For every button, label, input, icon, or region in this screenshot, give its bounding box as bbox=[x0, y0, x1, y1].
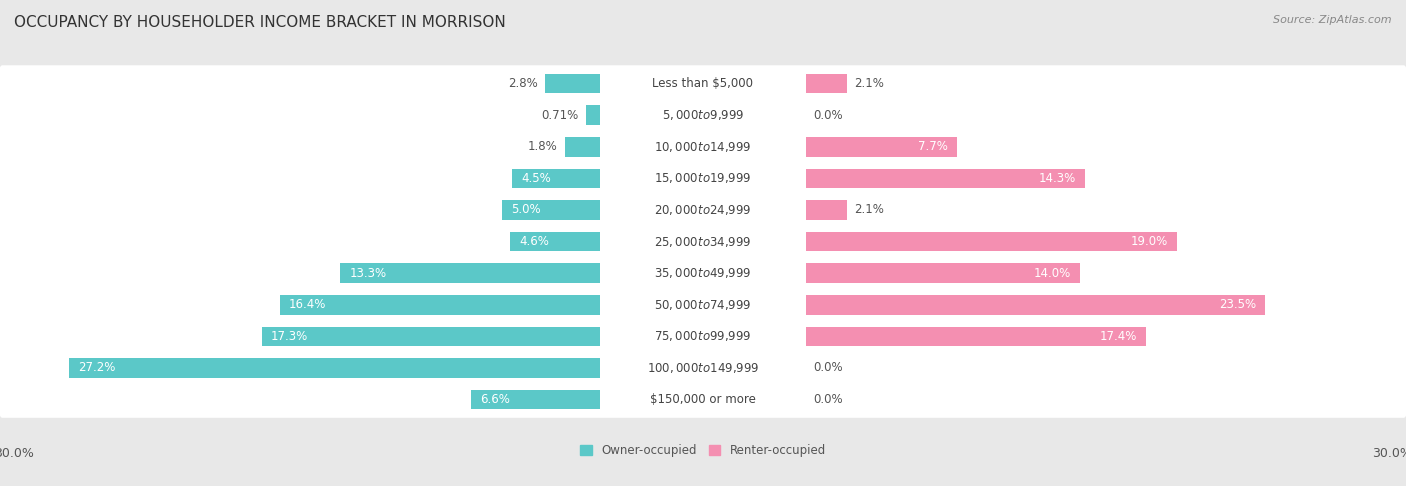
Bar bbox=[471, 390, 599, 409]
Bar bbox=[807, 200, 848, 220]
Bar bbox=[512, 169, 599, 188]
Text: 6.6%: 6.6% bbox=[479, 393, 510, 406]
Bar bbox=[340, 263, 599, 283]
Text: $150,000 or more: $150,000 or more bbox=[650, 393, 756, 406]
Text: $50,000 to $74,999: $50,000 to $74,999 bbox=[654, 298, 752, 312]
FancyBboxPatch shape bbox=[0, 97, 1406, 134]
Text: $15,000 to $19,999: $15,000 to $19,999 bbox=[654, 172, 752, 185]
Text: 17.3%: 17.3% bbox=[271, 330, 308, 343]
Bar bbox=[807, 74, 848, 93]
FancyBboxPatch shape bbox=[0, 223, 1406, 260]
Bar bbox=[807, 169, 1085, 188]
Text: 14.0%: 14.0% bbox=[1033, 267, 1070, 279]
Bar bbox=[586, 105, 599, 125]
Text: $35,000 to $49,999: $35,000 to $49,999 bbox=[654, 266, 752, 280]
Bar bbox=[807, 263, 1080, 283]
Text: $100,000 to $149,999: $100,000 to $149,999 bbox=[647, 361, 759, 375]
Bar bbox=[280, 295, 599, 314]
Bar bbox=[546, 74, 599, 93]
Text: 2.1%: 2.1% bbox=[855, 204, 884, 216]
FancyBboxPatch shape bbox=[0, 65, 1406, 102]
Text: $5,000 to $9,999: $5,000 to $9,999 bbox=[662, 108, 744, 122]
Text: 5.0%: 5.0% bbox=[512, 204, 541, 216]
Text: $20,000 to $24,999: $20,000 to $24,999 bbox=[654, 203, 752, 217]
Text: 4.5%: 4.5% bbox=[522, 172, 551, 185]
Text: $25,000 to $34,999: $25,000 to $34,999 bbox=[654, 235, 752, 248]
Text: 4.6%: 4.6% bbox=[519, 235, 548, 248]
Text: 0.0%: 0.0% bbox=[813, 362, 842, 374]
Text: 16.4%: 16.4% bbox=[288, 298, 326, 311]
Text: 19.0%: 19.0% bbox=[1130, 235, 1168, 248]
Text: 0.0%: 0.0% bbox=[813, 109, 842, 122]
Text: OCCUPANCY BY HOUSEHOLDER INCOME BRACKET IN MORRISON: OCCUPANCY BY HOUSEHOLDER INCOME BRACKET … bbox=[14, 15, 506, 30]
Bar bbox=[807, 295, 1265, 314]
FancyBboxPatch shape bbox=[0, 255, 1406, 292]
Bar bbox=[69, 358, 599, 378]
Text: 2.1%: 2.1% bbox=[855, 77, 884, 90]
FancyBboxPatch shape bbox=[0, 318, 1406, 355]
Text: 14.3%: 14.3% bbox=[1039, 172, 1076, 185]
FancyBboxPatch shape bbox=[0, 381, 1406, 418]
FancyBboxPatch shape bbox=[0, 160, 1406, 197]
Legend: Owner-occupied, Renter-occupied: Owner-occupied, Renter-occupied bbox=[575, 439, 831, 462]
FancyBboxPatch shape bbox=[0, 286, 1406, 323]
Bar bbox=[502, 200, 599, 220]
FancyBboxPatch shape bbox=[0, 349, 1406, 386]
Bar bbox=[565, 137, 599, 156]
Bar bbox=[807, 137, 956, 156]
Text: Source: ZipAtlas.com: Source: ZipAtlas.com bbox=[1274, 15, 1392, 25]
Text: 23.5%: 23.5% bbox=[1219, 298, 1256, 311]
Text: 0.71%: 0.71% bbox=[541, 109, 579, 122]
Bar bbox=[807, 232, 1177, 251]
Bar bbox=[262, 327, 599, 346]
Text: 27.2%: 27.2% bbox=[77, 362, 115, 374]
Text: $10,000 to $14,999: $10,000 to $14,999 bbox=[654, 140, 752, 154]
Text: 7.7%: 7.7% bbox=[918, 140, 948, 153]
Text: $75,000 to $99,999: $75,000 to $99,999 bbox=[654, 330, 752, 343]
Text: 2.8%: 2.8% bbox=[509, 77, 538, 90]
Text: 17.4%: 17.4% bbox=[1099, 330, 1137, 343]
Bar bbox=[510, 232, 599, 251]
Text: 13.3%: 13.3% bbox=[349, 267, 387, 279]
FancyBboxPatch shape bbox=[0, 191, 1406, 228]
Text: Less than $5,000: Less than $5,000 bbox=[652, 77, 754, 90]
FancyBboxPatch shape bbox=[0, 128, 1406, 165]
Text: 1.8%: 1.8% bbox=[527, 140, 558, 153]
Bar bbox=[807, 327, 1146, 346]
Text: 0.0%: 0.0% bbox=[813, 393, 842, 406]
